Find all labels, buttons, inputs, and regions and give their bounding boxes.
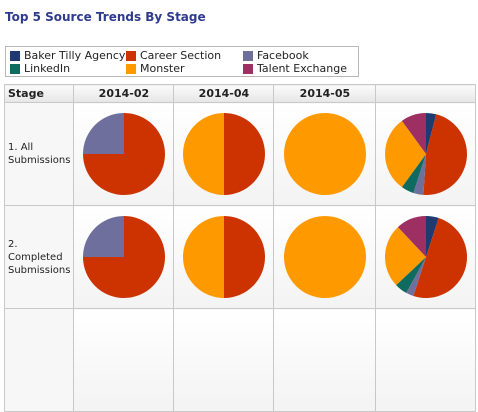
empty-cell — [173, 308, 275, 412]
pie-slice — [384, 227, 426, 286]
empty-cell — [375, 308, 477, 412]
pie-cell — [375, 205, 477, 309]
pie-slice — [396, 257, 426, 293]
pie-cell — [73, 102, 175, 206]
stage-row: 1. All Submissions — [3, 102, 477, 206]
pie-chart — [182, 216, 265, 298]
column-header: Stage — [3, 84, 75, 103]
pie-slice — [425, 216, 439, 257]
legend-item: LinkedIn — [10, 62, 126, 75]
pie-cell — [73, 205, 175, 309]
pie-cell — [173, 102, 275, 206]
pie-cell — [375, 102, 477, 206]
pie-chart — [384, 113, 467, 195]
stage-table: Stage 2014-02 2014-04 2014-05 1. All Submis… — [3, 84, 477, 412]
stage-row: 2. Completed Submissions — [3, 205, 477, 309]
column-header: 2014-02 — [73, 84, 175, 103]
pie-slice — [82, 113, 124, 154]
legend-label: Baker Tilly Agency — [24, 49, 126, 62]
stage-label: 1. All Submissions — [3, 102, 75, 206]
stage-row — [3, 308, 477, 412]
legend-swatch — [243, 63, 253, 74]
legend: Baker Tilly Agency Career Section Facebook… — [5, 46, 359, 77]
legend-item: Facebook — [243, 49, 309, 62]
header-row: Stage 2014-02 2014-04 2014-05 — [3, 84, 477, 103]
title: Top 5 Source Trends By Stage — [5, 10, 206, 24]
legend-swatch — [126, 63, 136, 74]
pie-slice — [283, 216, 366, 298]
legend-swatch — [10, 50, 20, 61]
pie-chart — [182, 113, 265, 195]
pie-slice — [425, 113, 437, 154]
pie-chart — [283, 113, 366, 195]
pie-chart — [82, 216, 165, 298]
stage-label: 2. Completed Submissions — [3, 205, 75, 309]
legend-label: Monster — [140, 62, 185, 75]
legend-row: LinkedIn Monster Talent Exchange — [10, 62, 358, 75]
legend-label: Facebook — [257, 49, 309, 62]
legend-swatch — [243, 50, 253, 61]
pie-slice — [413, 218, 467, 299]
pie-slice — [223, 113, 265, 195]
column-header: 2014-04 — [173, 84, 275, 103]
pie-slice — [82, 216, 124, 257]
legend-swatch — [126, 50, 136, 61]
pie-slice — [401, 113, 426, 154]
pie-chart — [384, 216, 467, 299]
empty-cell — [73, 308, 175, 412]
pie-cell — [273, 102, 377, 206]
legend-label: Talent Exchange — [257, 62, 347, 75]
empty-cell — [273, 308, 377, 412]
legend-item: Talent Exchange — [243, 62, 347, 75]
column-header: 2014-05 — [273, 84, 377, 103]
pie-chart — [82, 113, 165, 195]
pie-slice — [182, 216, 224, 298]
pie-slice — [401, 154, 426, 193]
legend-swatch — [10, 63, 20, 74]
legend-row: Baker Tilly Agency Career Section Facebook — [10, 49, 358, 62]
pie-slice — [283, 113, 366, 195]
pie-slice — [384, 120, 426, 188]
column-header-blank — [375, 84, 477, 103]
legend-item: Baker Tilly Agency — [10, 49, 126, 62]
legend-item: Monster — [126, 62, 243, 75]
pie-slice — [406, 257, 426, 296]
pie-cell — [273, 205, 377, 309]
pie-slice — [397, 216, 426, 257]
legend-label: LinkedIn — [24, 62, 71, 75]
page: {"title": "Top 5 Source Trends By Stage"… — [3, 10, 477, 412]
pie-chart — [283, 216, 366, 298]
pie-cell — [173, 205, 275, 309]
legend-label: Career Section — [140, 49, 222, 62]
pie-slice — [223, 216, 265, 298]
pie-slice — [182, 113, 224, 195]
pie-slice — [413, 154, 426, 195]
legend-item: Career Section — [126, 49, 243, 62]
pie-slice — [423, 114, 467, 195]
empty-cell — [3, 308, 75, 412]
